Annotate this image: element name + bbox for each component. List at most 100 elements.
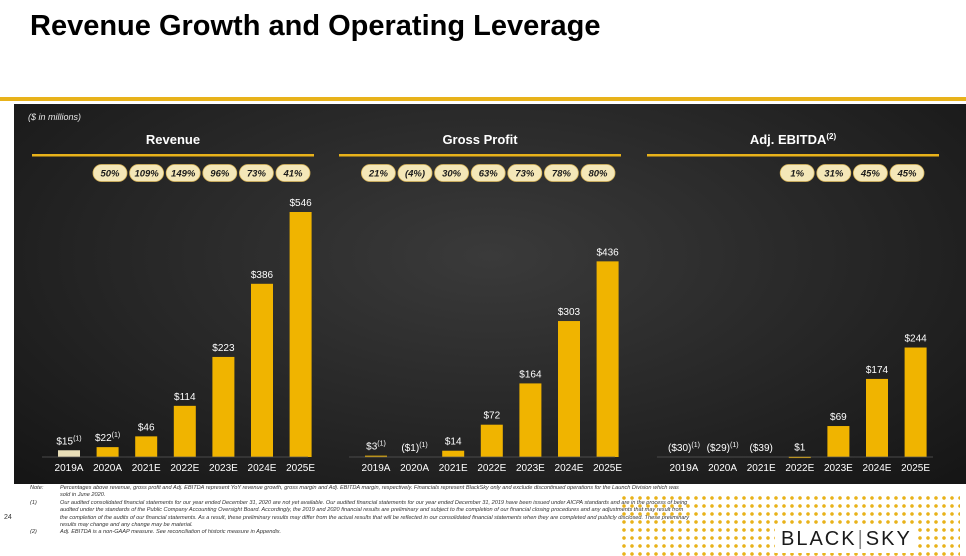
- growth-pill: [397, 164, 433, 182]
- data-label: $72: [483, 411, 500, 422]
- chart-title-underline: [647, 154, 939, 157]
- bar-2019A: [365, 455, 387, 458]
- bar-2025E: [596, 261, 619, 457]
- tick-label: 2023E: [824, 463, 853, 474]
- growth-pill-label: 63%: [479, 169, 499, 180]
- tick-label: 2019A: [55, 463, 84, 474]
- tick-label: 2025E: [286, 463, 315, 474]
- growth-pill-label: 73%: [515, 169, 535, 180]
- chalkboard-panel: ($ in millions) Revenue 50% 109% 149% 96% 73%…: [14, 104, 966, 484]
- growth-pill: [580, 164, 616, 182]
- logo-separator: |: [857, 528, 865, 550]
- footnote-note: Note: Percentages above revenue, gross p…: [30, 485, 690, 500]
- footnote-text: Adj. EBITDA is a non-GAAP measure. See r…: [60, 529, 282, 536]
- bar-2022E: [173, 405, 196, 457]
- data-label: $22(1): [95, 432, 120, 444]
- data-label: ($30)(1): [668, 442, 700, 454]
- data-label-footnote: (1): [112, 432, 121, 439]
- chart-title-footnote: (2): [826, 132, 836, 141]
- growth-pill: [129, 164, 164, 182]
- footnotes: Note: Percentages above revenue, gross p…: [30, 485, 690, 537]
- tick-label: 2025E: [901, 463, 930, 474]
- chart-title: Gross Profit: [442, 132, 518, 147]
- units-label: ($ in millions): [28, 112, 82, 122]
- bar-2023E: [519, 383, 542, 457]
- page-number: 24: [4, 514, 12, 521]
- footnote-key: (2): [30, 529, 37, 536]
- bar-2024E: [251, 283, 273, 457]
- tick-label: 2021E: [439, 463, 468, 474]
- growth-pill: [470, 164, 506, 182]
- data-label-footnote: (1): [377, 441, 386, 448]
- chart-title-underline: [339, 154, 621, 157]
- data-label: $436: [596, 247, 619, 258]
- bar-2020A: [96, 447, 119, 457]
- bar-2021E: [135, 436, 158, 457]
- bar-2025E: [289, 212, 312, 457]
- tick-label: 2023E: [209, 463, 238, 474]
- bar-2023E: [212, 356, 235, 457]
- logo-left: BLACK: [781, 528, 857, 550]
- growth-pill-label: 149%: [171, 169, 196, 180]
- data-label-footnote: (1): [691, 442, 700, 449]
- data-label: $69: [830, 412, 847, 423]
- tick-label: 2019A: [362, 463, 391, 474]
- tick-label: 2022E: [785, 463, 814, 474]
- data-label-footnote: (1): [419, 442, 428, 449]
- data-label: $546: [289, 198, 312, 209]
- footnote-text: Percentages above revenue, gross profit …: [60, 485, 679, 499]
- growth-pill: [202, 164, 238, 182]
- footnote-2: (2) Adj. EBITDA is a non-GAAP measure. S…: [30, 529, 690, 536]
- growth-pill: [889, 164, 925, 182]
- chart-title: Adj. EBITDA(2): [750, 132, 837, 147]
- logo-right: SKY: [865, 528, 912, 550]
- page-title: Revenue Growth and Operating Leverage: [30, 10, 601, 42]
- growth-pill-label: 41%: [282, 169, 303, 180]
- growth-pill: [92, 164, 128, 182]
- data-label: $223: [212, 343, 235, 354]
- data-label: $174: [866, 365, 889, 376]
- growth-pill-label: 45%: [860, 169, 881, 180]
- chart-title-underline: [32, 154, 314, 157]
- data-label: ($1)(1): [401, 442, 427, 454]
- data-label: ($29)(1): [707, 442, 739, 454]
- data-label: ($39): [750, 443, 773, 454]
- tick-label: 2024E: [248, 463, 277, 474]
- growth-pill: [360, 164, 396, 182]
- tick-label: 2020A: [93, 463, 122, 474]
- data-label-footnote: (1): [730, 442, 739, 449]
- growth-pill-label: (4%): [405, 169, 425, 180]
- tick-label: 2024E: [863, 463, 892, 474]
- bar-2019A: [58, 450, 80, 457]
- growth-pill-label: 1%: [790, 169, 804, 180]
- growth-pill-label: 73%: [247, 169, 267, 180]
- bar-2023E: [827, 426, 850, 457]
- data-label: $3(1): [366, 441, 386, 453]
- tick-label: 2022E: [477, 463, 506, 474]
- tick-label: 2019A: [670, 463, 699, 474]
- footnote-key: (1): [30, 499, 37, 506]
- growth-pill-label: 31%: [824, 169, 844, 180]
- tick-label: 2020A: [400, 463, 429, 474]
- bar-2022E: [480, 424, 503, 457]
- growth-pill: [853, 164, 888, 182]
- growth-pill: [165, 164, 201, 182]
- growth-pill-label: 109%: [134, 169, 159, 180]
- growth-pill-label: 50%: [100, 169, 120, 180]
- charts-svg: Revenue 50% 109% 149% 96% 73% 41% $15(1) 2019A $2…: [32, 132, 939, 474]
- company-logo: BLACK|SKY: [775, 526, 918, 553]
- tick-label: 2022E: [170, 463, 199, 474]
- data-label: $46: [138, 422, 155, 433]
- growth-pill: [275, 164, 311, 182]
- data-label: $15(1): [56, 435, 81, 447]
- data-label: $303: [558, 307, 581, 318]
- data-label-footnote: (1): [73, 435, 82, 442]
- bar-2024E: [866, 378, 888, 457]
- growth-pill: [816, 164, 852, 182]
- data-label: $386: [251, 270, 274, 281]
- tick-label: 2025E: [593, 463, 622, 474]
- growth-pill-label: 78%: [552, 169, 572, 180]
- growth-pill-label: 45%: [896, 169, 917, 180]
- chart-title: Revenue: [146, 132, 200, 147]
- growth-pill: [544, 164, 579, 182]
